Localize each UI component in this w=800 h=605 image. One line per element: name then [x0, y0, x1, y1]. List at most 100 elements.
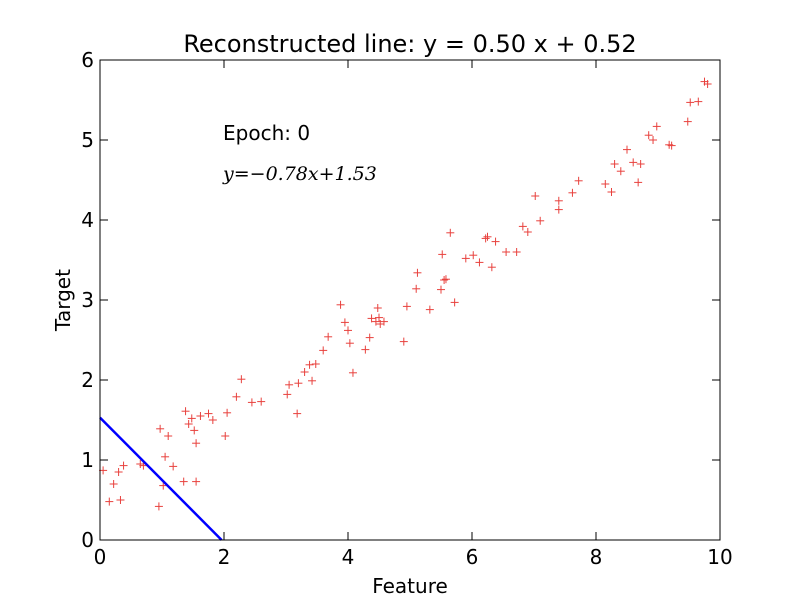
- data-point-16: [184, 420, 193, 428]
- data-point-69: [487, 263, 496, 272]
- y-tick-label-3: 3: [81, 288, 94, 312]
- equation-annotation: y=−0.78x+1.53: [222, 163, 377, 185]
- data-point-26: [232, 392, 241, 401]
- data-point-31: [285, 380, 294, 389]
- data-point-11: [161, 452, 170, 461]
- data-point-30: [283, 390, 292, 399]
- epoch-annotation: Epoch: 0: [223, 121, 310, 145]
- data-point-49: [373, 304, 382, 312]
- data-point-27: [237, 375, 246, 384]
- data-point-90: [649, 136, 658, 144]
- data-point-73: [518, 222, 527, 231]
- data-point-60: [440, 276, 449, 284]
- data-point-25: [223, 408, 232, 417]
- data-point-93: [667, 141, 676, 150]
- data-point-76: [536, 216, 545, 225]
- data-point-23: [208, 416, 217, 424]
- data-point-85: [623, 145, 631, 154]
- data-point-52: [379, 317, 388, 326]
- data-point-96: [694, 97, 703, 106]
- data-point-65: [469, 251, 478, 260]
- data-point-35: [305, 360, 314, 369]
- data-point-3: [114, 468, 123, 476]
- data-point-32: [293, 409, 302, 418]
- data-point-34: [300, 368, 309, 376]
- data-point-64: [461, 254, 470, 263]
- data-point-36: [308, 376, 317, 385]
- data-point-42: [344, 326, 352, 335]
- x-tick-label-10: 10: [707, 545, 732, 569]
- data-point-77: [554, 205, 563, 214]
- data-point-56: [413, 268, 422, 277]
- data-point-9: [156, 424, 165, 433]
- data-point-41: [340, 318, 349, 327]
- data-point-71: [502, 248, 511, 256]
- data-point-18: [190, 426, 199, 435]
- data-point-75: [531, 192, 540, 200]
- data-point-55: [412, 284, 421, 293]
- data-point-24: [221, 432, 230, 440]
- data-point-28: [247, 398, 256, 407]
- fit-line-layer: [99, 416, 223, 541]
- data-point-29: [257, 397, 266, 406]
- data-point-59: [438, 250, 447, 259]
- data-point-87: [634, 178, 643, 187]
- data-point-58: [437, 285, 445, 294]
- data-point-67: [481, 234, 490, 243]
- fit-line: [99, 416, 223, 541]
- axis-ticks: 0 2 4 6 8 10 0 1 2 3 4 5 6: [81, 48, 732, 569]
- data-point-5: [119, 461, 128, 470]
- data-point-22: [204, 409, 213, 418]
- data-point-2: [109, 480, 118, 488]
- data-point-79: [568, 188, 577, 197]
- y-tick-label-6: 6: [81, 48, 94, 72]
- data-point-21: [196, 412, 205, 420]
- data-point-80: [574, 176, 583, 185]
- data-point-38: [319, 346, 328, 355]
- data-point-20: [192, 477, 201, 486]
- y-axis-label: Target: [51, 269, 75, 332]
- data-point-14: [179, 477, 188, 486]
- data-point-70: [491, 237, 500, 246]
- data-point-66: [475, 258, 484, 267]
- x-tick-label-2: 2: [218, 545, 231, 569]
- data-point-84: [616, 167, 625, 176]
- x-tick-label-6: 6: [466, 545, 479, 569]
- data-point-61: [441, 275, 450, 284]
- y-tick-label-2: 2: [81, 368, 94, 392]
- x-tick-label-4: 4: [342, 545, 355, 569]
- data-point-54: [402, 302, 411, 311]
- data-point-47: [367, 314, 376, 323]
- data-point-62: [446, 228, 455, 237]
- data-point-40: [336, 300, 345, 309]
- x-tick-label-0: 0: [94, 545, 107, 569]
- data-point-82: [607, 188, 616, 196]
- x-axis-label: Feature: [372, 574, 448, 598]
- data-point-72: [512, 248, 521, 256]
- data-point-43: [345, 339, 354, 348]
- data-point-46: [365, 333, 374, 342]
- data-point-39: [324, 332, 333, 341]
- data-point-81: [601, 180, 610, 188]
- data-point-86: [629, 158, 638, 167]
- data-point-98: [703, 80, 712, 88]
- data-point-94: [683, 117, 692, 126]
- chart-title: Reconstructed line: y = 0.50 x + 0.52: [183, 30, 636, 58]
- data-point-12: [164, 432, 173, 440]
- y-tick-label-0: 0: [81, 528, 94, 552]
- data-points: [99, 77, 712, 511]
- data-point-13: [169, 462, 178, 471]
- data-point-33: [294, 379, 303, 388]
- data-point-15: [181, 407, 190, 416]
- data-point-50: [375, 313, 383, 322]
- y-tick-label-1: 1: [81, 448, 94, 472]
- x-tick-label-8: 8: [590, 545, 603, 569]
- data-point-89: [644, 131, 653, 140]
- data-point-4: [116, 496, 125, 504]
- data-point-45: [361, 345, 370, 354]
- y-tick-label-5: 5: [81, 128, 94, 152]
- data-point-68: [483, 232, 492, 241]
